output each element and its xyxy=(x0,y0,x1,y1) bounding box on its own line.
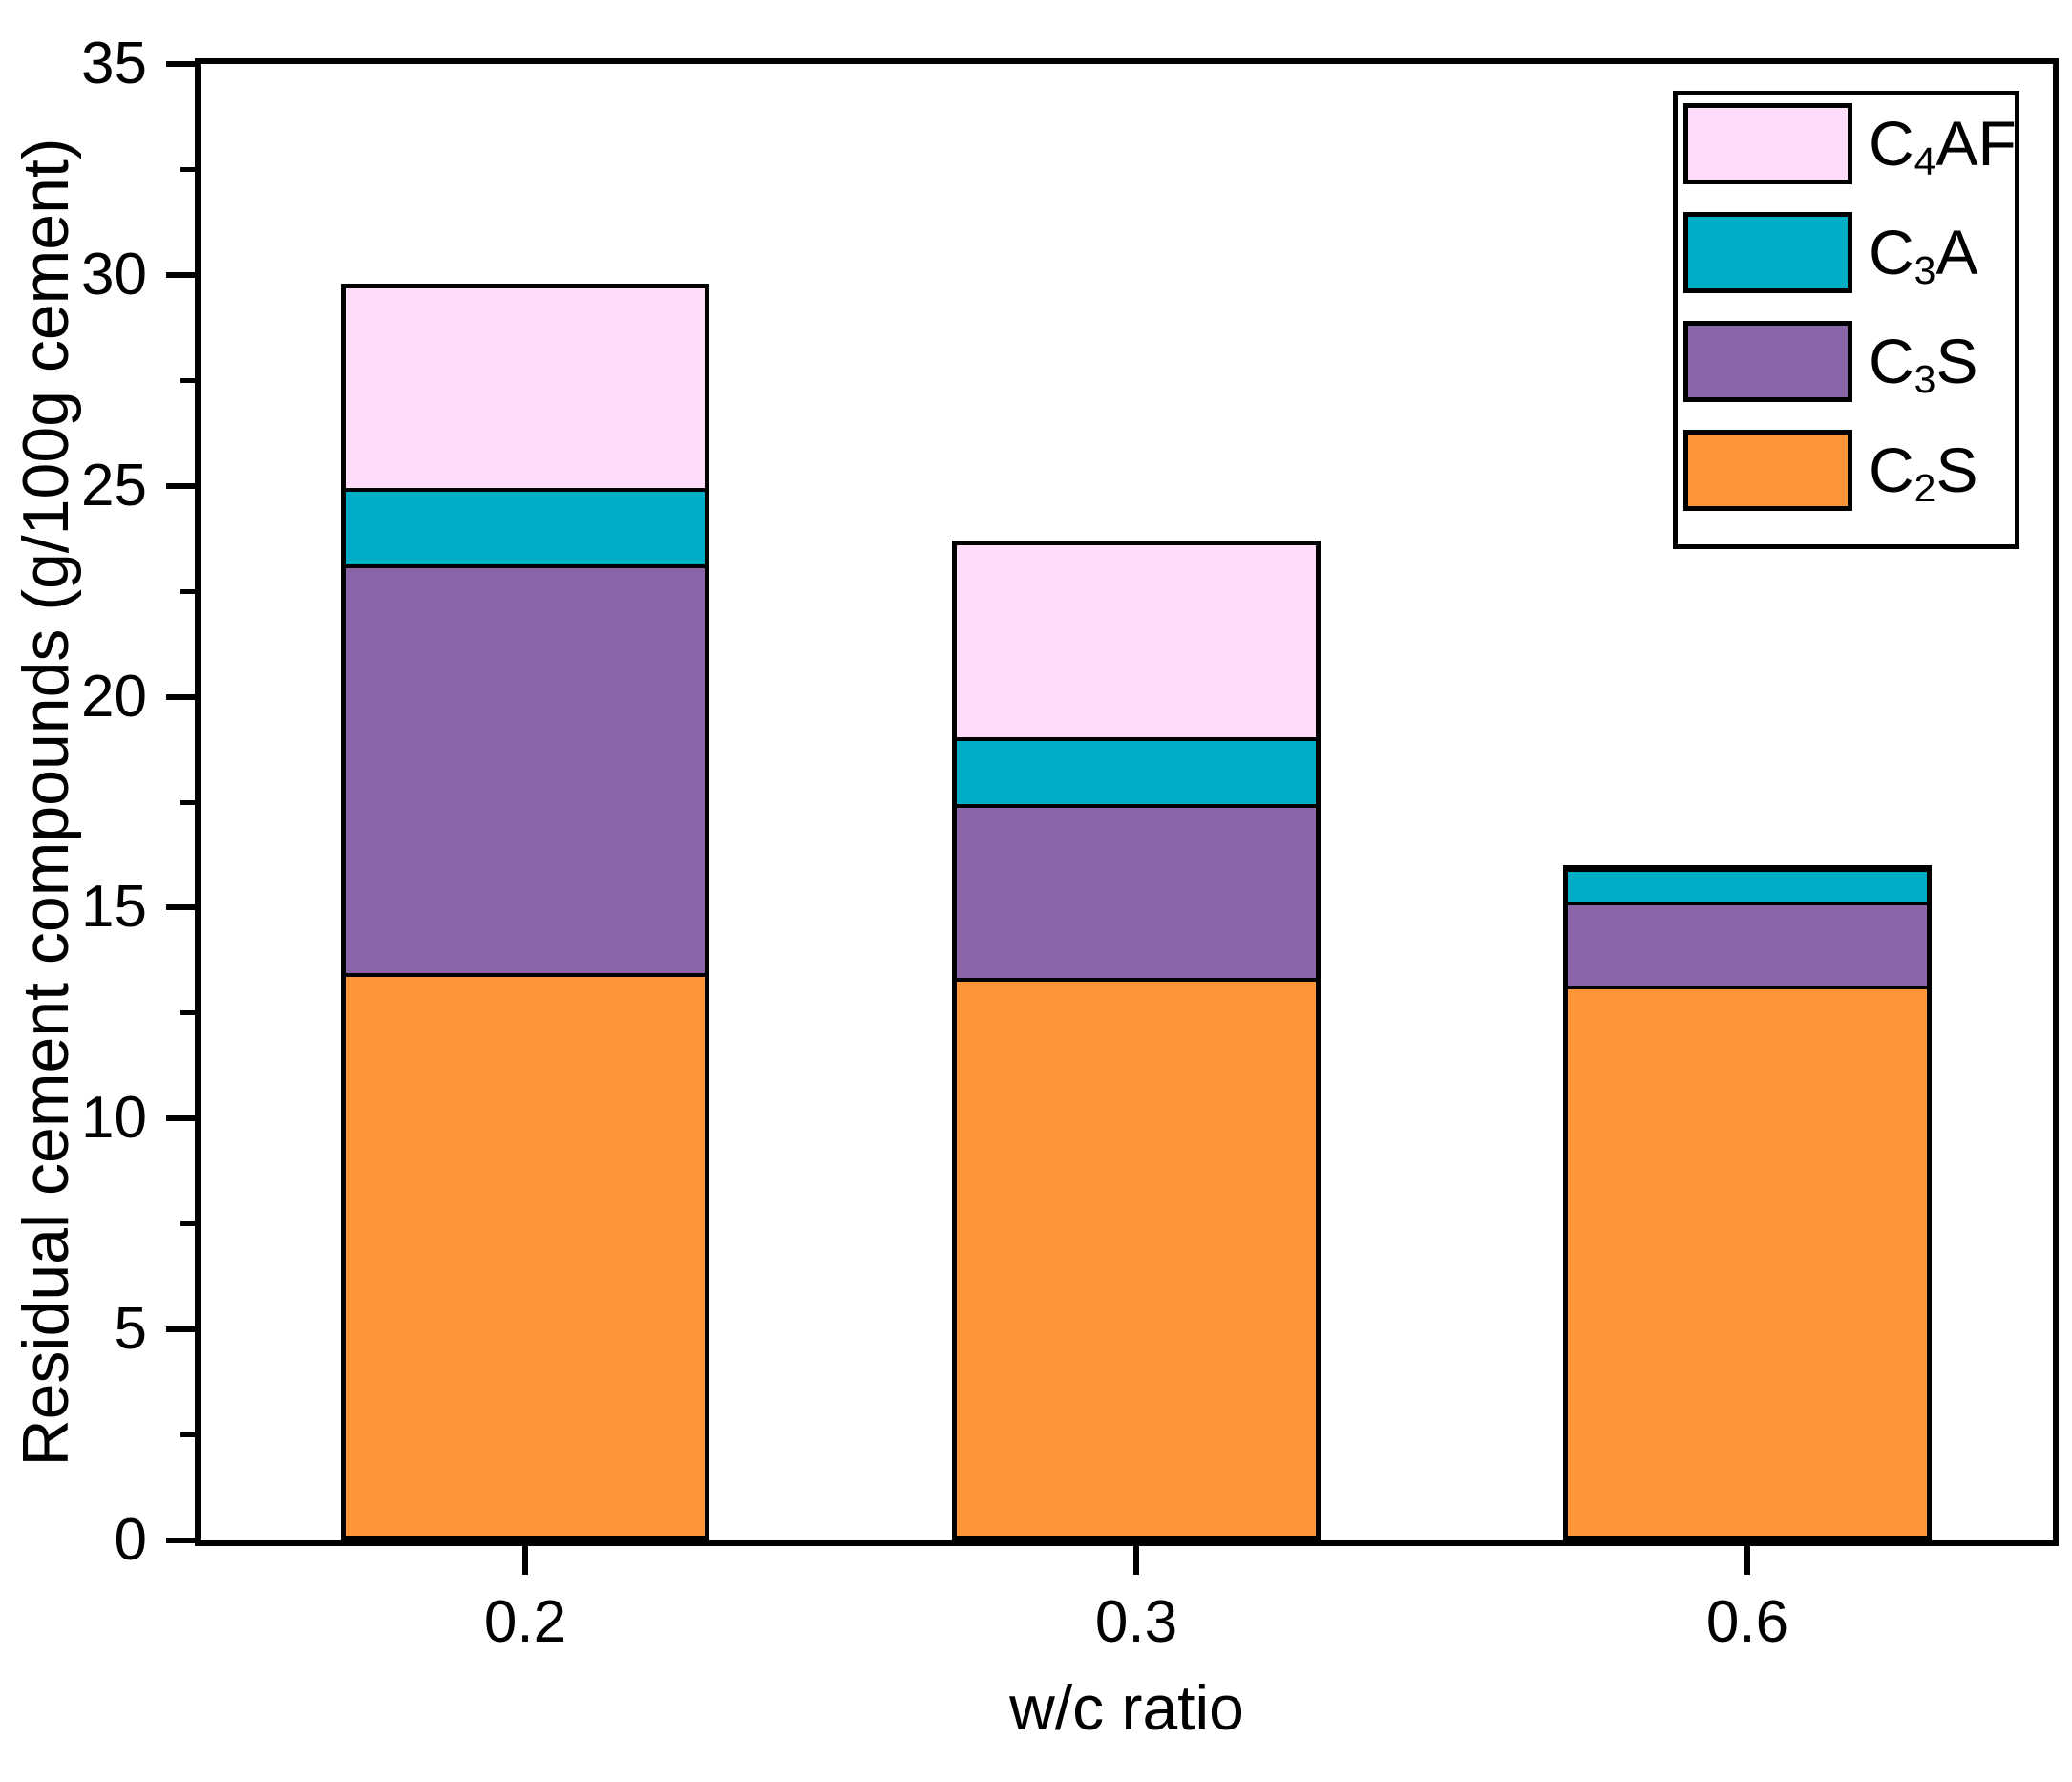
y-axis-major-tick xyxy=(166,1538,195,1543)
bar-0.2-segment-C2S xyxy=(341,975,709,1540)
y-axis-minor-tick xyxy=(180,378,195,383)
bar-0.2-segment-boundary xyxy=(341,488,709,492)
y-axis-major-tick xyxy=(166,904,195,910)
y-axis-minor-tick xyxy=(180,589,195,594)
bar-0.6-segment-C2S xyxy=(1563,987,1932,1540)
legend-label-text: C xyxy=(1869,326,1914,396)
legend-label-text: S xyxy=(1935,326,1978,396)
x-axis-tick-label: 0.2 xyxy=(483,1589,567,1655)
x-axis-tick-label: 0.3 xyxy=(1094,1589,1178,1655)
y-axis-major-tick xyxy=(166,1115,195,1121)
bar-0.2-segment-boundary xyxy=(341,564,709,568)
bar-0.3-segment-boundary xyxy=(952,978,1321,982)
y-axis-tick-label: 25 xyxy=(81,453,147,519)
legend: C4AF C3A C3S C2S xyxy=(1673,91,2019,549)
legend-label-text: C xyxy=(1869,217,1914,287)
y-axis-tick-label: 15 xyxy=(81,874,147,940)
legend-label-C2S: C2S xyxy=(1869,435,2012,508)
x-axis-tick xyxy=(522,1546,528,1575)
legend-label-text: 3 xyxy=(1913,248,1936,293)
y-axis-minor-tick xyxy=(180,1221,195,1226)
y-axis-tick-label: 35 xyxy=(81,31,147,96)
legend-swatch-C2S xyxy=(1683,430,1852,511)
bar-0.3-segment-boundary xyxy=(952,737,1321,741)
legend-label-C4AF: C4AF xyxy=(1869,108,2017,181)
bar-outline-0.3 xyxy=(952,541,1321,1540)
y-axis-tick-label: 0 xyxy=(114,1507,147,1573)
bar-0.2-segment-C4AF xyxy=(341,284,709,490)
legend-label-text: C xyxy=(1869,108,1914,179)
bar-0.3-segment-C2S xyxy=(952,980,1321,1540)
legend-swatch-C4AF xyxy=(1683,103,1852,184)
y-axis-tick-label: 10 xyxy=(81,1085,147,1151)
bar-0.3-segment-C3S xyxy=(952,806,1321,979)
y-axis-minor-tick xyxy=(180,1432,195,1437)
legend-label-text: 2 xyxy=(1913,466,1936,511)
y-axis-major-tick xyxy=(166,272,195,278)
bar-0.6-segment-boundary xyxy=(1563,902,1932,905)
bar-0.2-segment-C3A xyxy=(341,490,709,566)
bar-0.2-segment-C3S xyxy=(341,566,709,975)
legend-label-text: AF xyxy=(1935,108,2017,179)
y-axis-minor-tick xyxy=(180,1010,195,1015)
y-axis-major-tick xyxy=(166,483,195,489)
legend-swatch-C3S xyxy=(1683,321,1852,402)
bar-0.3-segment-C3A xyxy=(952,739,1321,807)
y-axis-tick-label: 5 xyxy=(114,1296,147,1362)
bar-0.3-segment-C4AF xyxy=(952,541,1321,739)
x-axis-tick xyxy=(1744,1546,1750,1575)
bar-0.6-segment-C3A xyxy=(1563,870,1932,903)
bar-0.3-segment-boundary xyxy=(952,804,1321,808)
y-axis-title: Residual cement compounds (g/100g cement… xyxy=(10,138,82,1467)
legend-label-text: 4 xyxy=(1913,139,1936,184)
x-axis-tick xyxy=(1133,1546,1139,1575)
y-axis-tick-label: 30 xyxy=(81,242,147,308)
y-axis-major-tick xyxy=(166,694,195,700)
x-axis-title: w/c ratio xyxy=(1009,1672,1244,1743)
legend-label-text: 3 xyxy=(1913,357,1936,402)
bar-outline-0.2 xyxy=(341,284,709,1540)
legend-label-text: A xyxy=(1935,217,1978,287)
bar-outline-0.6 xyxy=(1563,865,1932,1540)
bar-0.2-segment-boundary xyxy=(341,973,709,977)
legend-label-text: S xyxy=(1935,435,1978,505)
y-axis-major-tick xyxy=(166,61,195,67)
legend-swatch-C3A xyxy=(1683,212,1852,293)
y-axis-minor-tick xyxy=(180,167,195,172)
legend-label-text: C xyxy=(1869,435,1914,505)
x-axis-tick-label: 0.6 xyxy=(1705,1589,1789,1655)
bar-0.6-segment-C3S xyxy=(1563,903,1932,987)
legend-label-C3A: C3A xyxy=(1869,217,2012,290)
bar-0.6-segment-boundary xyxy=(1563,986,1932,989)
y-axis-tick-label: 20 xyxy=(81,664,147,730)
legend-label-C3S: C3S xyxy=(1869,326,2012,399)
y-axis-minor-tick xyxy=(180,800,195,805)
bar-0.6-segment-boundary xyxy=(1563,868,1932,872)
y-axis-major-tick xyxy=(166,1326,195,1332)
